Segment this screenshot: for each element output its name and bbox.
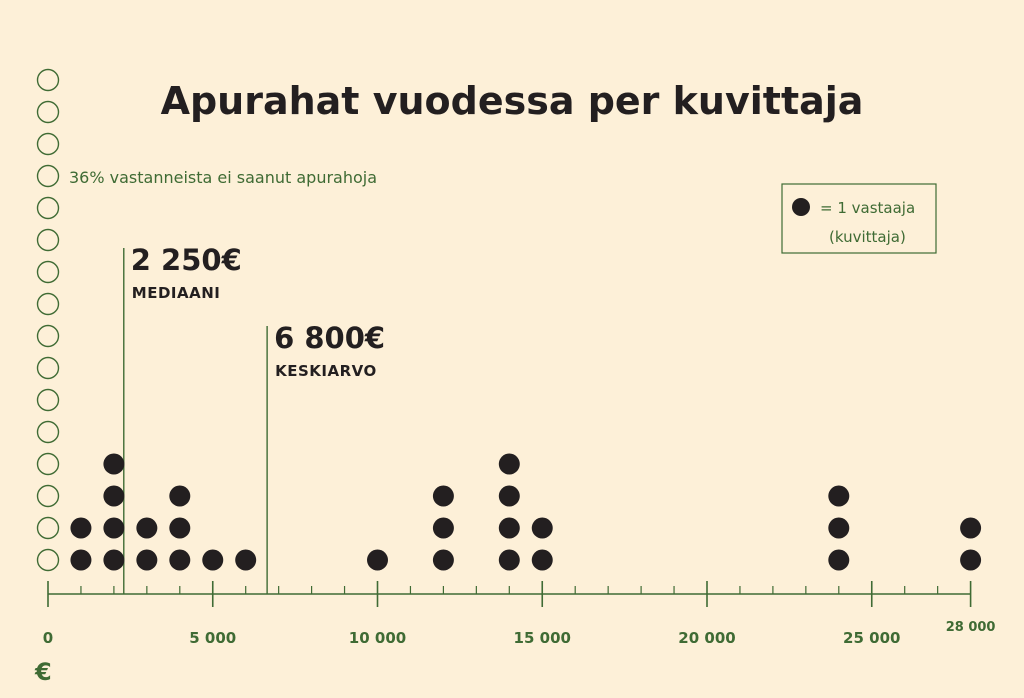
data-dot <box>498 549 520 571</box>
x-tick-label: 10 000 <box>349 629 406 647</box>
zero-grant-dot <box>36 388 60 412</box>
reference-value-label: 6 800€ <box>274 321 385 355</box>
data-dot <box>169 485 191 507</box>
data-dot <box>103 517 125 539</box>
legend-dot-icon <box>792 198 810 216</box>
data-dots <box>70 453 982 571</box>
data-dot <box>235 549 257 571</box>
legend-line1: = 1 vastaaja <box>820 199 915 217</box>
data-dot <box>136 549 158 571</box>
data-dot <box>531 549 553 571</box>
reference-lines: 2 250€ MEDIAANI 6 800€ KESKIARVO <box>123 243 385 594</box>
data-dot <box>828 549 850 571</box>
reference-name-label: MEDIAANI <box>132 284 221 302</box>
zero-grant-dot <box>36 68 60 92</box>
zero-grant-dot <box>36 516 60 540</box>
zero-grant-dot <box>36 324 60 348</box>
data-dot <box>960 517 982 539</box>
data-dot <box>960 549 982 571</box>
x-end-tick-label: 28 000 <box>946 620 996 635</box>
data-dot <box>70 549 92 571</box>
data-dot <box>498 453 520 475</box>
x-tick-label: 25 000 <box>843 629 900 647</box>
zero-grant-dot <box>36 484 60 508</box>
zero-grant-dot <box>36 452 60 476</box>
x-tick-label: 5 000 <box>189 629 236 647</box>
zero-grant-dot <box>36 292 60 316</box>
zero-grant-dot <box>36 356 60 380</box>
x-tick-label: 20 000 <box>678 629 735 647</box>
legend-line2: (kuvittaja) <box>829 228 906 246</box>
data-dot <box>432 549 454 571</box>
data-dot <box>828 485 850 507</box>
data-dot <box>103 549 125 571</box>
legend-box <box>781 183 937 254</box>
data-dot <box>169 549 191 571</box>
data-dot <box>531 517 553 539</box>
reference-name-label: KESKIARVO <box>275 362 377 380</box>
data-dot <box>367 549 388 571</box>
data-dot <box>202 549 224 571</box>
data-dot <box>169 517 191 539</box>
zero-grant-dot <box>36 420 60 444</box>
chart-title: Apurahat vuodessa per kuvittaja <box>161 79 864 123</box>
data-dot <box>498 485 520 507</box>
legend: = 1 vastaaja (kuvittaja) <box>781 183 937 254</box>
data-dot <box>103 485 125 507</box>
zero-grant-dot <box>36 196 60 220</box>
zero-grant-dot <box>36 548 60 572</box>
data-dot <box>828 517 850 539</box>
data-dot <box>103 453 125 475</box>
zero-grant-dot <box>36 100 60 124</box>
x-tick-label: 15 000 <box>514 629 571 647</box>
x-axis-currency-label: € <box>34 658 52 686</box>
reference-value-label: 2 250€ <box>131 243 242 277</box>
data-dot <box>136 517 158 539</box>
data-dot <box>432 517 454 539</box>
data-dot <box>498 517 520 539</box>
data-dot <box>70 517 92 539</box>
x-tick-label: 0 <box>43 629 53 647</box>
zero-grant-dot <box>36 132 60 156</box>
x-axis: 0 5 000 10 000 15 000 20 000 25 000 28 000 <box>43 581 996 647</box>
zero-grant-dots <box>36 68 60 572</box>
zero-grant-dot <box>36 164 60 188</box>
zero-grant-dot <box>36 228 60 252</box>
data-dot <box>432 485 454 507</box>
zero-grant-dot <box>36 260 60 284</box>
zero-grant-note: 36% vastanneista ei saanut apurahoja <box>69 168 377 187</box>
